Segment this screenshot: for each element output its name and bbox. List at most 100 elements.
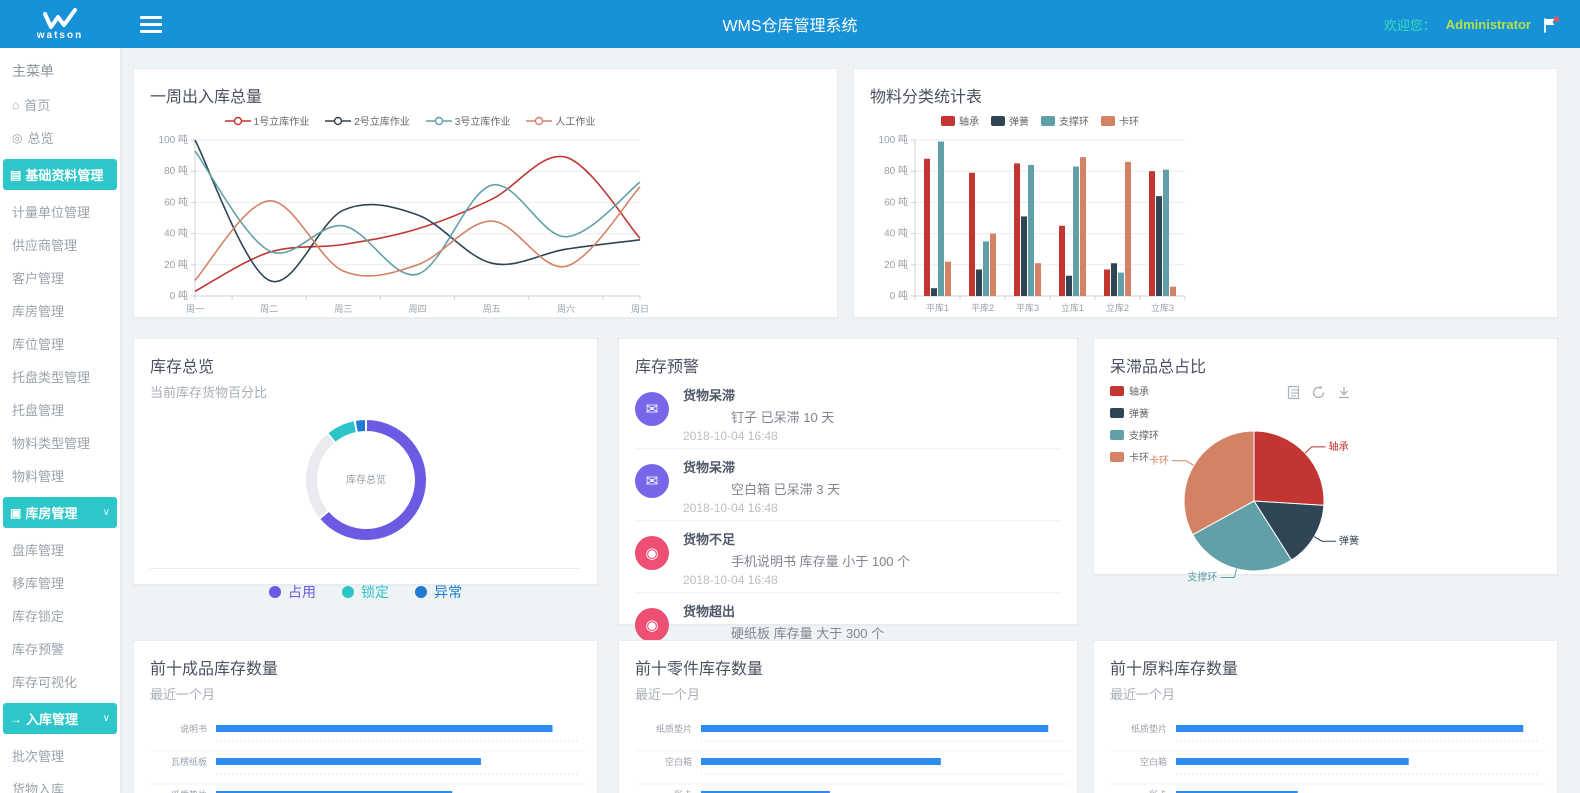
legend-item[interactable]: 支撑环	[1110, 427, 1159, 442]
legend-item[interactable]: 轴承	[1110, 383, 1159, 398]
svg-text:20 吨: 20 吨	[884, 258, 908, 271]
card-title: 一周出入库总量	[150, 89, 263, 106]
card-weekly-io-total: 一周出入库总量 1号立库作业 2号立库作业 3号立库作业 人工作业 0 吨 20 吨 40…	[133, 68, 838, 318]
card-title: 前十原料库存数量	[1110, 661, 1239, 678]
legend-item[interactable]: 异常	[415, 582, 462, 602]
legend-item[interactable]: 支撑环	[1041, 113, 1089, 128]
svg-text:40 吨: 40 吨	[164, 227, 188, 240]
data-view-icon[interactable]	[1287, 385, 1300, 400]
sidebar-item[interactable]: 物料类型管理	[12, 436, 91, 451]
svg-text:0 吨: 0 吨	[890, 289, 908, 302]
sidebar-item[interactable]: 库房管理	[12, 304, 65, 319]
sidebar-item[interactable]: 货物入库	[12, 782, 65, 793]
legend-dot	[269, 586, 281, 598]
weekly-line-chart: 0 吨 20 吨 40 吨 60 吨 80 吨 100 吨周一 周二 周三 周四 周五 周六 周日	[150, 128, 821, 331]
legend-item[interactable]: 2号立库作业	[325, 113, 410, 128]
sidebar-group-folder[interactable]: ▤ 基础资料管理	[3, 159, 117, 190]
sidebar-item[interactable]: 移库管理	[12, 576, 65, 591]
sidebar-group-arrow-right[interactable]: → 入库管理 ∨	[3, 703, 117, 734]
parts-hbar-chart: 纸质垫片空白箱彩卡说明书	[635, 703, 1071, 793]
sidebar-item[interactable]: 库存预警	[12, 642, 65, 657]
legend-swatch	[991, 115, 1005, 126]
warning-time: 2018-10-04 16:48	[683, 429, 778, 443]
svg-text:60 吨: 60 吨	[884, 195, 908, 208]
sidebar-item[interactable]: 物料管理	[12, 469, 65, 484]
legend-swatch	[1110, 407, 1124, 418]
refresh-icon[interactable]	[1311, 385, 1326, 400]
warning-item: ✉ 货物呆滞 空白箱 已呆滞 3 天 2018-10-04 16:48	[635, 449, 1061, 521]
svg-text:空白箱: 空白箱	[1140, 756, 1167, 767]
card-inventory-warning: 库存预警 ✉ 货物呆滞 钉子 已呆滞 10 天 2018-10-04 16:48 ✉ 货物…	[618, 338, 1078, 659]
svg-text:瓦楞纸板: 瓦楞纸板	[171, 756, 207, 767]
mail-icon: ✉	[635, 464, 669, 498]
sidebar-item[interactable]: 库位管理	[12, 337, 65, 352]
legend-marker	[425, 116, 452, 125]
menu-toggle-icon[interactable]	[136, 8, 166, 41]
svg-text:彩卡: 彩卡	[674, 789, 692, 793]
svg-text:40 吨: 40 吨	[884, 227, 908, 240]
svg-text:弹簧: 弹簧	[1339, 534, 1359, 547]
legend-item[interactable]: 弹簧	[991, 113, 1029, 128]
svg-text:库存总览: 库存总览	[346, 473, 386, 486]
svg-text:80 吨: 80 吨	[164, 164, 188, 177]
sidebar-item[interactable]: 批次管理	[12, 749, 65, 764]
sidebar-section-label: 主菜单	[12, 63, 54, 79]
raw-hbar-chart: 纸质垫片空白箱彩卡说明书	[1110, 703, 1546, 793]
warning-content: 钉子 已呆滞 10 天	[731, 410, 835, 425]
sidebar-item[interactable]: ◎ 总览	[12, 130, 54, 147]
arrow-right-icon: →	[10, 711, 22, 726]
svg-text:周一: 周一	[186, 304, 204, 314]
legend-swatch	[1041, 115, 1055, 126]
legend-item[interactable]: 人工作业	[526, 113, 595, 128]
sidebar-item[interactable]: 托盘类型管理	[12, 370, 91, 385]
legend-swatch	[1110, 451, 1124, 462]
sidebar-item[interactable]: 托盘管理	[12, 403, 65, 418]
legend-swatch	[941, 115, 955, 126]
legend-dot	[342, 586, 354, 598]
svg-text:100 吨: 100 吨	[159, 133, 188, 146]
sidebar-group-warehouse[interactable]: ▣ 库房管理 ∨	[3, 497, 117, 528]
warning-time: 2018-10-04 16:48	[683, 573, 778, 587]
username[interactable]: Administrator	[1445, 16, 1531, 32]
legend-item[interactable]: 占用	[269, 582, 316, 602]
legend-item[interactable]: 1号立库作业	[224, 113, 309, 128]
sidebar-item[interactable]: 计量单位管理	[12, 205, 91, 220]
folder-icon: ▤	[10, 167, 22, 182]
legend-item[interactable]: 3号立库作业	[425, 113, 510, 128]
donut-chart-svg: 库存总览	[303, 417, 428, 542]
svg-text:卡环: 卡环	[1149, 454, 1169, 467]
svg-text:空白箱: 空白箱	[665, 756, 692, 767]
app-logo[interactable]: watson	[0, 7, 120, 41]
sidebar-item[interactable]: 库存可视化	[12, 675, 78, 690]
sidebar-item[interactable]: 客户管理	[12, 271, 65, 286]
stagnant-legend: 轴承 弹簧 支撑环 卡环	[1110, 383, 1159, 464]
main-content: 一周出入库总量 1号立库作业 2号立库作业 3号立库作业 人工作业 0 吨 20 吨 40…	[120, 48, 1580, 793]
legend-item[interactable]: 锁定	[342, 582, 389, 602]
legend-swatch	[1101, 115, 1115, 126]
warning-item: ✉ 货物呆滞 钉子 已呆滞 10 天 2018-10-04 16:48	[635, 377, 1061, 449]
card-material-stats: 物料分类统计表 轴承 弹簧 支撑环 卡环 0 吨 20 吨 40 吨 60 吨 80 吨 100…	[853, 68, 1558, 318]
mail-icon: ✉	[635, 392, 669, 426]
videocam-icon: ◉	[635, 536, 669, 570]
sidebar-item[interactable]: 供应商管理	[12, 238, 78, 253]
download-icon[interactable]	[1337, 385, 1351, 400]
logo-text: watson	[36, 29, 84, 41]
sidebar-item[interactable]: 库存锁定	[12, 609, 65, 624]
svg-text:20 吨: 20 吨	[164, 258, 188, 271]
svg-text:平库2: 平库2	[971, 302, 994, 313]
svg-text:60 吨: 60 吨	[164, 195, 188, 208]
logo-w-icon	[43, 7, 77, 29]
card-title: 库存总览	[150, 359, 215, 376]
legend-item[interactable]: 轴承	[941, 113, 979, 128]
sidebar-item[interactable]: ⌂ 首页	[12, 97, 51, 114]
legend-item[interactable]: 卡环	[1101, 113, 1139, 128]
sidebar-item[interactable]: 盘库管理	[12, 543, 65, 558]
stagnant-pie-chart: 轴承 弹簧 支撑环 卡环	[1114, 413, 1541, 586]
svg-text:周日: 周日	[631, 304, 649, 314]
legend-marker	[325, 116, 352, 125]
notification-flag-icon[interactable]	[1541, 16, 1560, 33]
legend-item[interactable]: 弹簧	[1110, 405, 1159, 420]
legend-item[interactable]: 卡环	[1110, 449, 1159, 464]
svg-text:彩卡: 彩卡	[1149, 789, 1167, 793]
